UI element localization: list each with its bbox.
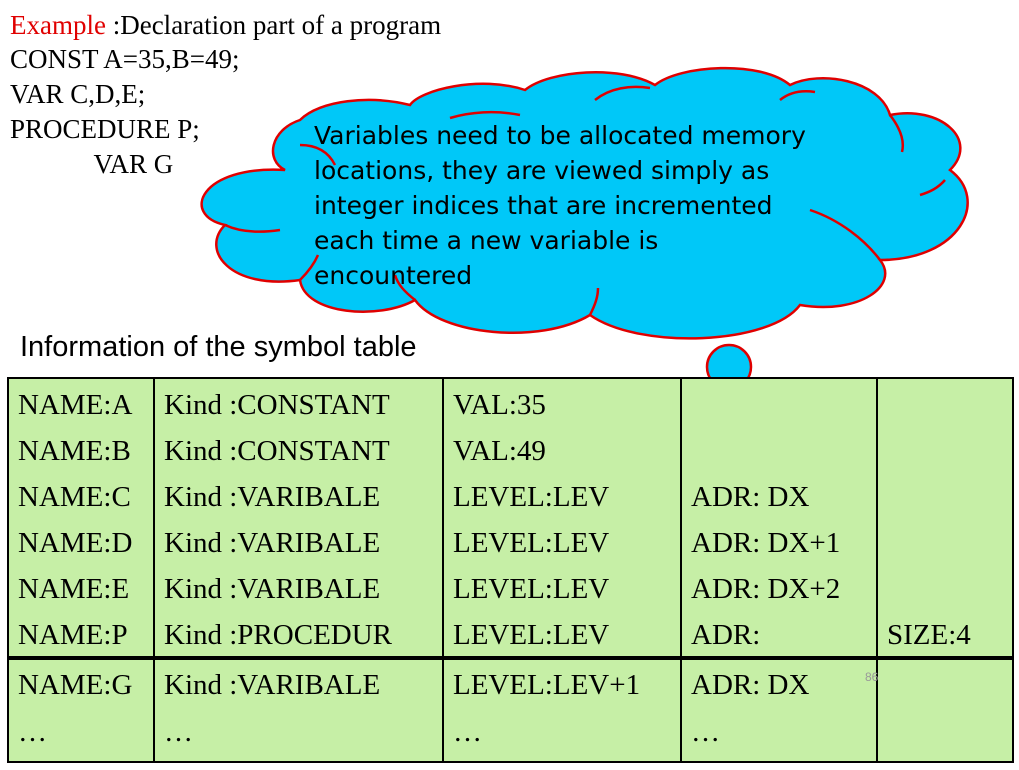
table-cell-kind: Kind :CONSTANT <box>164 389 390 421</box>
code-line-var-g: VAR G <box>40 149 174 179</box>
table-cell-name: NAME:C <box>18 481 131 513</box>
table-cell-kind: Kind :VARIBALE <box>164 573 381 605</box>
table-cell-value: LEVEL:LEV <box>453 527 610 559</box>
table-cell-size: SIZE:4 <box>887 619 971 651</box>
code-line-var: VAR C,D,E; <box>10 79 146 109</box>
table-cell-value: LEVEL:LEV <box>453 619 610 651</box>
table-cell-name: NAME:A <box>18 389 133 421</box>
table-cell-value: LEVEL:LEV+1 <box>453 669 641 701</box>
table-col-name-lower <box>7 658 155 763</box>
table-col-val-lower <box>442 658 682 763</box>
table-cell-kind: Kind :CONSTANT <box>164 435 390 467</box>
symbol-table-heading: Information of the symbol table <box>20 331 417 363</box>
callout-line: Variables need to be allocated memory <box>314 121 806 150</box>
table-cell-name: NAME:D <box>18 527 133 559</box>
table-cell-value: VAL:49 <box>453 435 546 467</box>
example-label: Example <box>10 10 106 40</box>
example-title-text: :Declaration part of a program <box>105 10 442 40</box>
table-cell-value: VAL:35 <box>453 389 546 421</box>
table-cell-kind: Kind :VARIBALE <box>164 481 381 513</box>
page-number: 86 <box>865 670 879 684</box>
table-col-val-upper <box>442 377 682 658</box>
code-line-const: CONST A=35,B=49; <box>10 44 240 74</box>
table-cell-kind: Kind :VARIBALE <box>164 527 381 559</box>
table-cell-name: NAME:P <box>18 619 128 651</box>
callout-line: integer indices that are incremented <box>314 191 773 220</box>
table-cell-kind: Kind :VARIBALE <box>164 669 381 701</box>
table-cell-address: ADR: DX <box>691 481 810 513</box>
table-cell-value: LEVEL:LEV <box>453 481 610 513</box>
table-col-kind-lower <box>153 658 444 763</box>
table-cell-address: ADR: DX+2 <box>691 573 841 605</box>
table-cell-name: NAME:B <box>18 435 131 467</box>
symbol-table: NAME:A Kind :CONSTANT VAL:35 NAME:B Kind :CO… <box>7 377 1014 763</box>
callout-text: Variables need to be allocated memory lo… <box>314 118 834 293</box>
example-title: Example :Declaration part of a program <box>10 8 441 42</box>
table-col-kind-upper <box>153 377 444 658</box>
table-cell-address: ADR: DX+1 <box>691 527 841 559</box>
table-cell-kind: … <box>164 716 193 748</box>
table-cell-name: NAME:E <box>18 573 130 605</box>
table-cell-name: … <box>18 716 47 748</box>
table-cell-address: ADR: DX <box>691 669 810 701</box>
table-col-size-upper <box>876 377 1014 658</box>
table-col-adr-upper <box>680 377 878 658</box>
table-cell-address: … <box>691 716 720 748</box>
table-col-size-lower <box>876 658 1014 763</box>
code-line-procedure: PROCEDURE P; <box>10 114 200 144</box>
table-cell-kind: Kind :PROCEDUR <box>164 619 393 651</box>
callout-line: encountered <box>314 261 473 290</box>
table-col-name-upper <box>7 377 155 658</box>
table-cell-value: LEVEL:LEV <box>453 573 610 605</box>
table-cell-name: NAME:G <box>18 669 133 701</box>
callout-line: locations, they are viewed simply as <box>314 156 770 185</box>
table-cell-value: … <box>453 716 482 748</box>
cloud-body <box>200 66 969 340</box>
callout-line: each time a new variable is <box>314 226 659 255</box>
table-cell-address: ADR: <box>691 619 761 651</box>
